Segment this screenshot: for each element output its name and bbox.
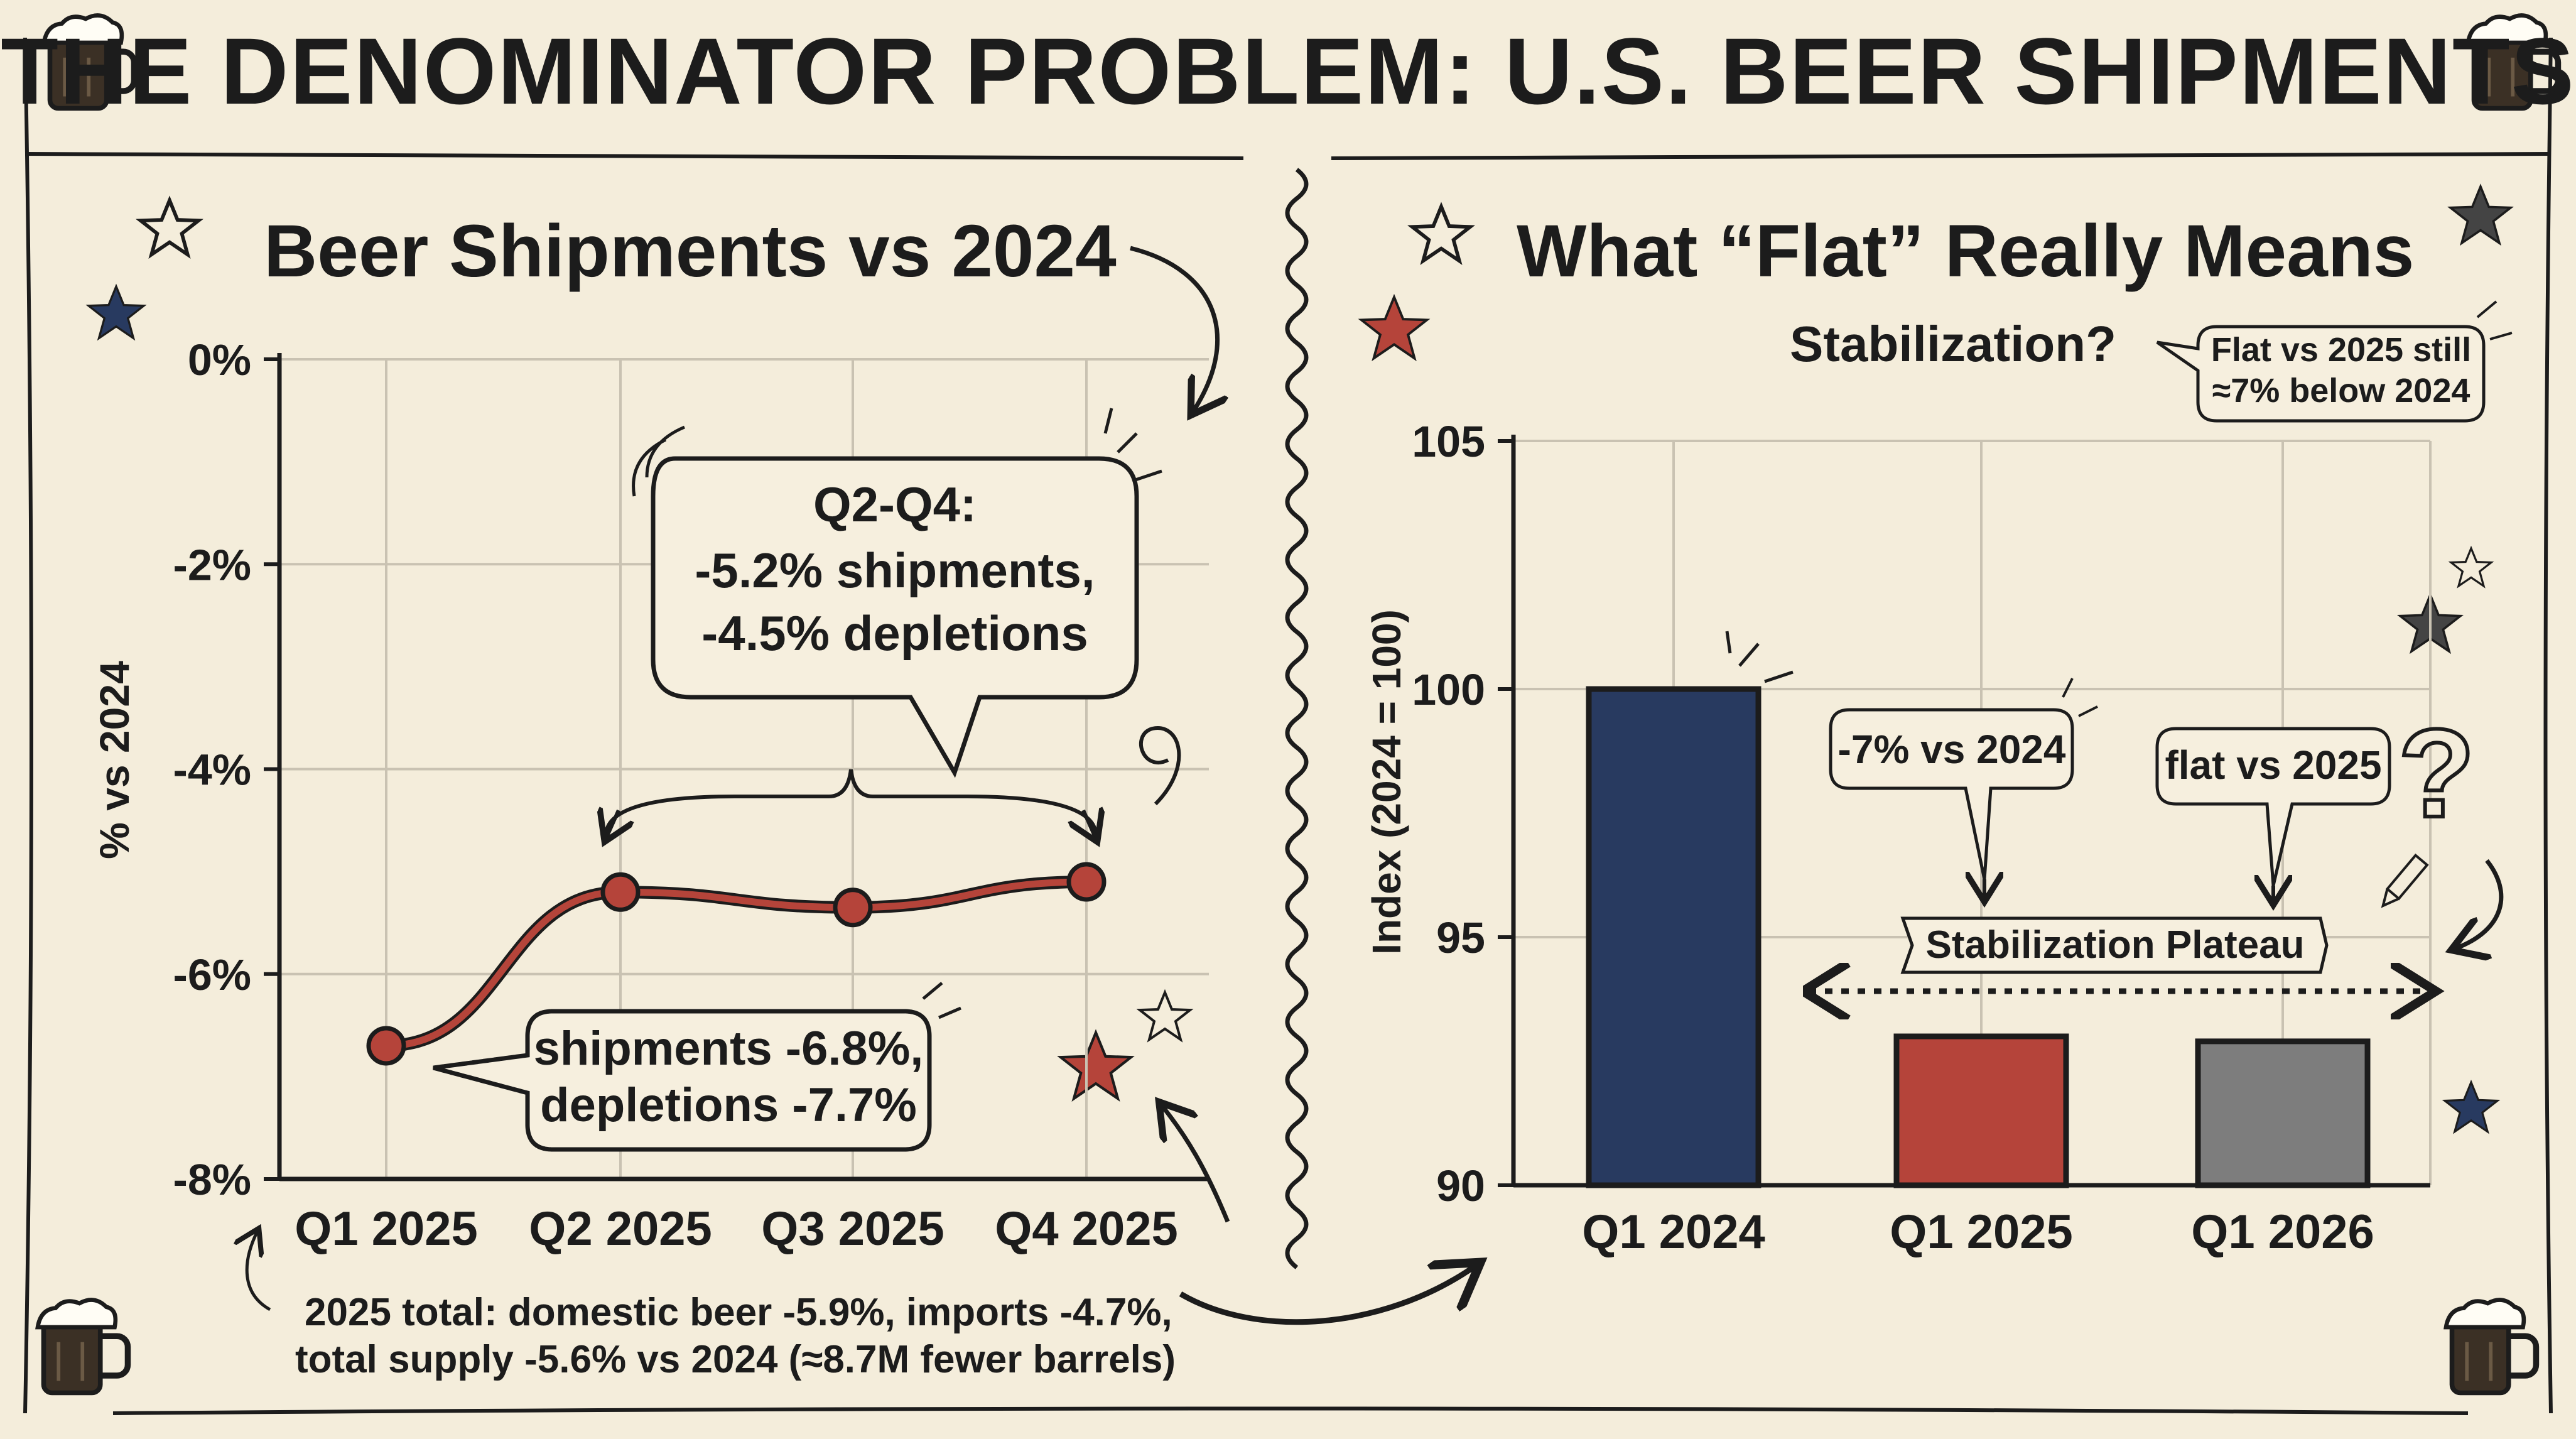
loop-arrow-icon (1139, 726, 1181, 806)
series-line (382, 878, 1090, 1050)
left-x-tick-label: Q2 2025 (529, 1202, 712, 1256)
callout-corner (2156, 325, 2486, 423)
frame-bottom-edge (112, 1406, 2469, 1415)
star-icon (2449, 185, 2512, 244)
curved-arrow-icon (1130, 246, 1218, 411)
right-chart-axes (1511, 435, 2430, 1188)
left-x-tick-label: Q4 2025 (995, 1202, 1178, 1256)
panel-connector-arrow (1179, 1266, 1476, 1325)
panel-divider-squiggle (1285, 168, 1309, 1269)
callout-q2-q4 (651, 456, 1139, 778)
left-x-tick-label: Q1 2025 (295, 1202, 478, 1256)
data-point (833, 888, 873, 928)
bar-q1-2025 (1893, 1033, 2069, 1188)
callout-q2-q4-line1: Q2-Q4: (813, 477, 977, 532)
q2-q4-brace (604, 769, 1098, 836)
curved-arrow-icon (1162, 1105, 1230, 1223)
footnote-line2: total supply -5.6% vs 2024 (≈8.7M fewer … (295, 1338, 1176, 1381)
bar-q1-2024 (1586, 686, 1762, 1188)
data-point (1066, 862, 1107, 902)
bar-q1-2026 (2195, 1038, 2371, 1188)
star-icon (141, 200, 198, 254)
left-y-axis-label: % vs 2024 (91, 661, 138, 859)
right-x-tick-label: Q1 2026 (2191, 1205, 2374, 1259)
curved-arrow-icon (2455, 859, 2504, 948)
right-y-axis-label: Index (2024 = 100) (1364, 609, 1409, 955)
star-icon (1061, 1033, 1131, 1099)
right-chart-y-ticks: 90 95 100 105 (1412, 417, 1513, 1210)
right-y-tick-label: 100 (1412, 665, 1485, 714)
right-chart-x-ticks: Q1 2024 Q1 2025 Q1 2026 (1582, 1205, 2374, 1259)
right-x-tick-label: Q1 2024 (1582, 1205, 1765, 1259)
star-icon (1139, 991, 1191, 1041)
callout-2025-text: -7% vs 2024 (1838, 727, 2066, 772)
star-icon (2443, 1081, 2499, 1133)
callout-q2-q4-line3: -4.5% depletions (701, 605, 1088, 661)
right-y-tick-label: 90 (1436, 1161, 1485, 1210)
callout-2026-text: flat vs 2025 (2165, 742, 2381, 788)
left-chart-series (366, 862, 1107, 1066)
right-panel-top-rule (1331, 152, 2552, 160)
callout-q2-q4-line2: -5.2% shipments, (695, 543, 1095, 598)
question-mark-icon: ? (2398, 703, 2475, 844)
right-chart-title: What “Flat” Really Means (1517, 210, 2414, 293)
plateau-label: Stabilization Plateau (1926, 923, 2305, 967)
frame-right-edge (2543, 37, 2553, 1414)
right-y-tick-label: 95 (1436, 913, 1485, 962)
left-y-tick-label: -2% (173, 540, 251, 589)
right-chart-bars (1586, 686, 2371, 1188)
left-chart-x-ticks: Q1 2025 Q2 2025 Q3 2025 Q4 2025 (295, 1202, 1178, 1256)
page-title: THE DENOMINATOR PROBLEM: U.S. BEER SHIPM… (1, 18, 2575, 124)
callout-2026 (2155, 727, 2391, 886)
left-chart-axes (277, 353, 1209, 1181)
left-y-tick-label: -8% (173, 1155, 251, 1204)
beer-mug-icon (38, 1300, 127, 1393)
right-chart-subtitle: Stabilization? (1790, 316, 2116, 372)
left-y-tick-label: -4% (173, 746, 251, 795)
left-x-tick-label: Q3 2025 (761, 1202, 944, 1256)
callout-q1 (433, 1009, 932, 1152)
callout-q1-line1: shipments -6.8%, (534, 1022, 924, 1075)
left-y-tick-label: -6% (173, 950, 251, 999)
data-point (366, 1026, 406, 1066)
star-icon (87, 285, 145, 340)
star-icon (1412, 207, 1470, 261)
left-chart-y-ticks: 0% -2% -4% -6% -8% (173, 335, 279, 1204)
star-icon (1360, 296, 1428, 360)
beer-mug-icon (2446, 1300, 2536, 1393)
callout-2025 (1829, 708, 2074, 880)
right-x-tick-label: Q1 2025 (1890, 1205, 2073, 1259)
footnote-line1: 2025 total: domestic beer -5.9%, imports… (305, 1291, 1172, 1334)
callout-q1-line2: depletions -7.7% (540, 1078, 917, 1132)
callout-corner-line2: ≈7% below 2024 (2212, 372, 2470, 410)
left-y-tick-label: 0% (188, 335, 251, 384)
frame-left-edge (23, 37, 33, 1414)
right-y-tick-label: 105 (1412, 417, 1485, 466)
left-chart-title: Beer Shipments vs 2024 (264, 210, 1117, 293)
pencil-icon (2381, 853, 2429, 908)
data-point (600, 872, 641, 912)
star-icon (2450, 547, 2492, 587)
left-panel-top-rule (24, 152, 1244, 160)
callout-corner-line1: Flat vs 2025 still (2211, 331, 2471, 369)
